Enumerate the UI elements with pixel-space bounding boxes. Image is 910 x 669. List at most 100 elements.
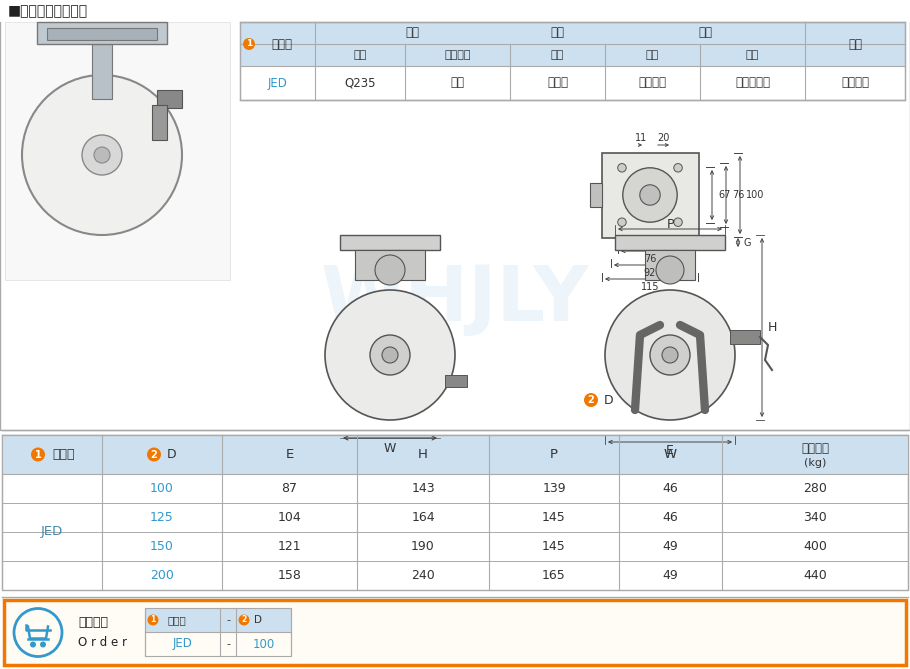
Circle shape xyxy=(94,147,110,163)
Text: 200: 200 xyxy=(150,569,174,582)
Text: W: W xyxy=(384,442,396,454)
Text: E: E xyxy=(666,444,674,456)
Bar xyxy=(0,0,910,22)
Text: D: D xyxy=(254,615,262,625)
Text: 143: 143 xyxy=(411,482,435,495)
Bar xyxy=(602,153,699,238)
Text: 46: 46 xyxy=(662,482,678,495)
Text: 类型码: 类型码 xyxy=(271,37,292,50)
Text: O r d e r: O r d e r xyxy=(78,636,127,648)
Text: G: G xyxy=(744,237,752,248)
Bar xyxy=(240,22,905,66)
Circle shape xyxy=(22,75,182,235)
Text: JED: JED xyxy=(173,638,192,650)
Text: 材质: 材质 xyxy=(551,50,564,60)
Bar xyxy=(47,28,157,40)
Text: 92: 92 xyxy=(643,268,656,278)
Text: 150: 150 xyxy=(150,540,174,553)
Text: JED: JED xyxy=(41,526,63,539)
Text: 145: 145 xyxy=(542,511,566,524)
Text: E: E xyxy=(286,448,294,461)
Text: 46: 46 xyxy=(662,511,678,524)
Text: 2: 2 xyxy=(588,395,594,405)
Text: 280: 280 xyxy=(803,482,827,495)
Text: 表面处理: 表面处理 xyxy=(444,50,470,60)
Bar xyxy=(5,22,230,280)
Circle shape xyxy=(584,393,598,407)
Text: 440: 440 xyxy=(804,569,827,582)
Text: 145: 145 xyxy=(542,540,566,553)
Text: 轮子: 轮子 xyxy=(746,50,759,60)
Text: 139: 139 xyxy=(542,482,566,495)
Circle shape xyxy=(82,135,122,175)
Circle shape xyxy=(31,448,45,462)
Bar xyxy=(445,375,467,387)
Bar xyxy=(92,44,112,99)
Text: 1: 1 xyxy=(35,450,41,460)
Text: 190: 190 xyxy=(411,540,435,553)
Bar xyxy=(152,105,167,140)
Text: -: - xyxy=(226,639,230,649)
Bar xyxy=(157,90,182,108)
Bar xyxy=(730,330,760,344)
Text: 100: 100 xyxy=(150,482,174,495)
Text: 100: 100 xyxy=(252,638,275,650)
Text: 340: 340 xyxy=(804,511,827,524)
Bar xyxy=(2,435,908,590)
Text: 87: 87 xyxy=(281,482,298,495)
Circle shape xyxy=(673,163,682,172)
Text: 双滚珠轴承: 双滚珠轴承 xyxy=(735,76,770,90)
Bar xyxy=(615,235,725,250)
Circle shape xyxy=(370,335,410,375)
Circle shape xyxy=(325,290,455,420)
Text: Q235: Q235 xyxy=(344,76,376,90)
Bar xyxy=(340,235,440,250)
Circle shape xyxy=(662,347,678,363)
Text: 115: 115 xyxy=(641,282,659,292)
Bar xyxy=(4,600,906,665)
Bar xyxy=(2,435,908,474)
Bar xyxy=(645,250,695,280)
Text: 塑料双刹: 塑料双刹 xyxy=(841,76,869,90)
Bar xyxy=(0,0,910,430)
Circle shape xyxy=(382,347,398,363)
Circle shape xyxy=(650,335,690,375)
Text: 121: 121 xyxy=(278,540,301,553)
Bar xyxy=(145,608,291,656)
Text: 1: 1 xyxy=(150,615,156,624)
Circle shape xyxy=(618,218,626,226)
Text: 订购范例: 订购范例 xyxy=(78,615,108,628)
Bar xyxy=(240,66,905,100)
Text: D: D xyxy=(604,393,613,407)
Text: 400: 400 xyxy=(803,540,827,553)
Text: H: H xyxy=(418,448,428,461)
Circle shape xyxy=(40,642,46,648)
Text: 164: 164 xyxy=(411,511,435,524)
Circle shape xyxy=(30,642,36,648)
Text: 240: 240 xyxy=(411,569,435,582)
Text: 76: 76 xyxy=(732,190,744,200)
Circle shape xyxy=(640,185,660,205)
Text: 158: 158 xyxy=(278,569,301,582)
Text: D: D xyxy=(167,448,177,461)
Text: 2: 2 xyxy=(151,450,157,460)
Text: 轴承: 轴承 xyxy=(698,27,712,39)
Circle shape xyxy=(673,218,682,226)
Circle shape xyxy=(147,448,161,462)
Circle shape xyxy=(243,38,255,50)
Text: 49: 49 xyxy=(662,540,678,553)
Text: 1: 1 xyxy=(246,39,252,48)
Text: 67: 67 xyxy=(718,190,731,200)
Circle shape xyxy=(622,168,677,222)
Bar xyxy=(355,250,425,280)
Text: 11: 11 xyxy=(635,133,647,143)
Text: 主体: 主体 xyxy=(406,27,420,39)
Circle shape xyxy=(618,163,626,172)
Circle shape xyxy=(375,255,405,285)
Text: H: H xyxy=(768,321,777,334)
Text: 聚氨酯: 聚氨酯 xyxy=(547,76,568,90)
Circle shape xyxy=(605,290,735,420)
Circle shape xyxy=(238,615,249,626)
Text: 104: 104 xyxy=(278,511,301,524)
Bar xyxy=(37,22,167,44)
